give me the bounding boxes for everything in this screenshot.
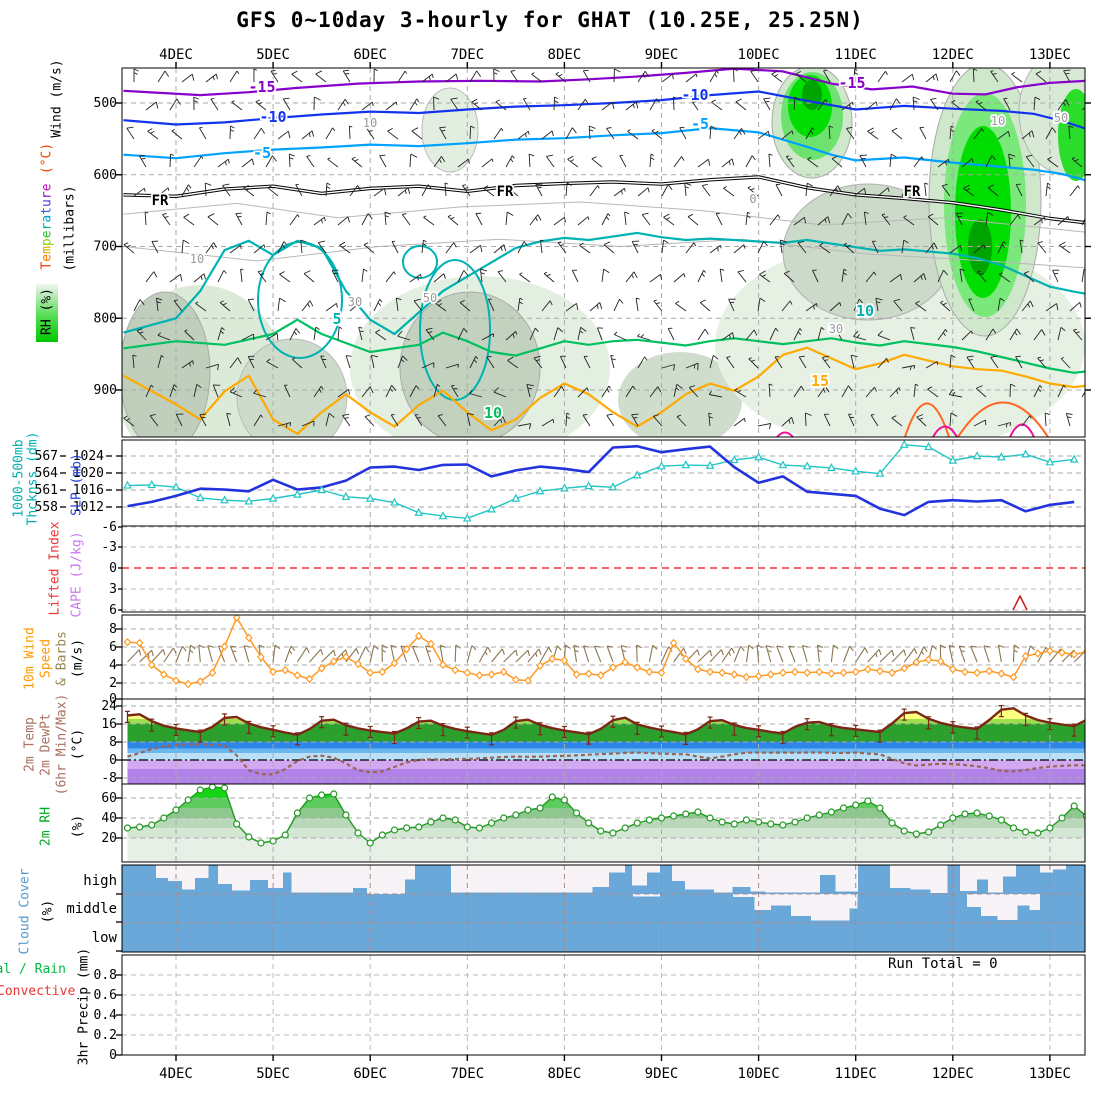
rh-legend-gradient	[36, 284, 58, 342]
svg-text:10DEC: 10DEC	[738, 1066, 780, 1082]
svg-text:10: 10	[190, 252, 204, 266]
svg-text:1020: 1020	[73, 466, 104, 481]
svg-text:30: 30	[829, 322, 843, 336]
svg-text:558: 558	[35, 500, 58, 515]
svg-text:500: 500	[94, 96, 117, 111]
temp-dewpoint-panel	[122, 699, 1085, 784]
svg-text:8DEC: 8DEC	[548, 47, 582, 63]
svg-text:1024: 1024	[73, 449, 104, 464]
svg-text:11DEC: 11DEC	[835, 1066, 877, 1082]
svg-text:10: 10	[484, 404, 502, 422]
svg-text:6DEC: 6DEC	[353, 1066, 387, 1082]
svg-text:600: 600	[94, 168, 117, 183]
axis-label-total-rain: Total / Rain	[0, 962, 66, 977]
axis-label-rh: RH (%)	[39, 288, 55, 335]
axis-label-convective: Convective	[0, 984, 76, 999]
svg-text:10: 10	[991, 114, 1005, 128]
axis-label-3hr-precip: 3hr Precip (mm)	[76, 947, 92, 1066]
svg-text:6DEC: 6DEC	[353, 47, 387, 63]
axis-label-6hr-minmax: (6hr Min/Max)	[54, 693, 70, 796]
svg-text:0: 0	[109, 561, 117, 576]
svg-text:13DEC: 13DEC	[1029, 1066, 1071, 1082]
svg-text:8: 8	[109, 735, 117, 750]
svg-text:40: 40	[101, 811, 117, 826]
svg-text:10: 10	[363, 116, 377, 130]
svg-text:800: 800	[94, 311, 117, 326]
svg-text:FR: FR	[497, 184, 514, 200]
svg-text:high: high	[83, 873, 117, 889]
svg-text:0: 0	[109, 692, 117, 707]
svg-text:13DEC: 13DEC	[1029, 47, 1071, 63]
svg-text:-10: -10	[259, 108, 286, 126]
svg-text:12DEC: 12DEC	[932, 47, 974, 63]
svg-text:9DEC: 9DEC	[645, 1066, 679, 1082]
svg-text:0.4: 0.4	[94, 1008, 118, 1023]
svg-text:-3: -3	[101, 540, 117, 555]
svg-text:0: 0	[109, 1048, 117, 1063]
svg-text:50: 50	[423, 291, 437, 305]
svg-text:8: 8	[109, 622, 117, 637]
svg-text:10: 10	[856, 302, 874, 320]
svg-text:5DEC: 5DEC	[256, 1066, 290, 1082]
svg-text:9DEC: 9DEC	[645, 47, 679, 63]
svg-text:-8: -8	[101, 771, 117, 786]
svg-text:-5: -5	[691, 115, 709, 133]
svg-text:50: 50	[1054, 111, 1068, 125]
svg-text:1016: 1016	[73, 483, 104, 498]
upper-air-panel: 10 10 10 30 30 50 50 0 -15 -15 -10 -10 -5 -5 5 10 10 15 FR…	[122, 68, 1085, 437]
slp-thickness-panel	[123, 440, 1079, 522]
svg-text:middle: middle	[66, 901, 117, 917]
svg-text:-5: -5	[253, 144, 271, 162]
svg-text:11DEC: 11DEC	[835, 47, 877, 63]
svg-text:-10: -10	[681, 86, 708, 104]
svg-text:20: 20	[101, 831, 117, 846]
svg-text:-15: -15	[838, 74, 865, 92]
svg-text:24: 24	[101, 699, 117, 714]
svg-text:0.2: 0.2	[94, 1028, 117, 1043]
svg-text:5DEC: 5DEC	[256, 47, 290, 63]
svg-text:7DEC: 7DEC	[450, 1066, 484, 1082]
svg-text:0: 0	[749, 192, 756, 206]
svg-text:15: 15	[811, 372, 829, 390]
svg-text:2: 2	[109, 676, 117, 691]
svg-text:0.6: 0.6	[94, 988, 117, 1003]
svg-text:low: low	[92, 930, 118, 946]
svg-text:900: 900	[94, 383, 117, 398]
wind10m-panel	[123, 615, 1085, 689]
svg-text:5: 5	[332, 310, 341, 328]
run-total-text: Run Total = 0	[888, 956, 998, 972]
svg-text:0.8: 0.8	[94, 968, 117, 983]
svg-text:-6: -6	[101, 520, 117, 535]
page-title: GFS 0~10day 3-hourly for GHAT (10.25E, 2…	[236, 8, 864, 32]
svg-text:4: 4	[109, 658, 117, 673]
rh2m-panel	[122, 784, 1085, 862]
svg-text:FR: FR	[904, 184, 921, 200]
svg-text:8DEC: 8DEC	[548, 1066, 582, 1082]
svg-text:10DEC: 10DEC	[738, 47, 780, 63]
svg-text:12DEC: 12DEC	[932, 1066, 974, 1082]
svg-text:7DEC: 7DEC	[450, 47, 484, 63]
svg-text:564: 564	[35, 466, 59, 481]
svg-text:1012: 1012	[73, 500, 104, 515]
cloud-cover-panel	[122, 865, 1085, 952]
svg-text:6: 6	[109, 640, 117, 655]
svg-text:561: 561	[35, 483, 58, 498]
svg-text:FR: FR	[152, 193, 169, 209]
axis-label-millibars: (millibars)	[62, 185, 78, 272]
svg-text:6: 6	[109, 603, 117, 618]
svg-text:60: 60	[101, 791, 117, 806]
svg-text:0: 0	[109, 753, 117, 768]
svg-text:-15: -15	[248, 78, 275, 96]
svg-text:30: 30	[348, 295, 362, 309]
svg-text:700: 700	[94, 240, 117, 255]
svg-text:4DEC: 4DEC	[159, 47, 193, 63]
svg-text:3: 3	[109, 582, 117, 597]
svg-text:567: 567	[35, 449, 58, 464]
svg-text:16: 16	[101, 717, 117, 732]
svg-text:4DEC: 4DEC	[159, 1066, 193, 1082]
